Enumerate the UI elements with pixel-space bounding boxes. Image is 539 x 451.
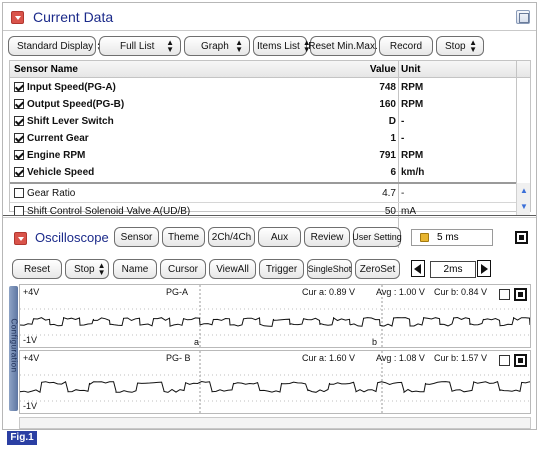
table-row[interactable]: Vehicle Speed 6 km/h	[10, 164, 516, 181]
theme-button[interactable]: Theme	[162, 227, 205, 247]
zeroset-button[interactable]: ZeroSet	[355, 259, 400, 279]
plot-scrollbar[interactable]	[19, 417, 531, 429]
stop-select[interactable]: Stop ▲ ▼	[65, 259, 109, 279]
current-data-window: Current Data Standard Display ▲▼ Full Li…	[2, 2, 537, 430]
collapse-icon[interactable]	[14, 232, 27, 245]
maximize-icon[interactable]	[516, 10, 530, 24]
timebase-increase-icon[interactable]	[477, 260, 491, 277]
channel-2-plot[interactable]: +4V -1V PG- B Cur a: 1.60 V Avg : 1.08 V…	[19, 350, 531, 414]
review-button[interactable]: Review	[304, 227, 350, 247]
channel-1-checkbox[interactable]	[499, 289, 510, 300]
table-row[interactable]: Gear Ratio 4.7 -	[10, 185, 516, 202]
oscilloscope-title: Oscilloscope	[35, 230, 109, 245]
channel-2-toggle-icon[interactable]	[514, 354, 527, 367]
channel-mode-button[interactable]: 2Ch/4Ch	[208, 227, 255, 247]
table-row[interactable]: Shift Lever Switch D -	[10, 113, 516, 130]
updown-icon: ▲▼	[166, 38, 174, 54]
figure-label: Fig.1	[7, 431, 37, 445]
timebase-value: 2ms	[430, 261, 476, 278]
row-checkbox[interactable]	[14, 116, 24, 126]
lock-icon	[420, 233, 429, 242]
page-title: Current Data	[33, 9, 114, 25]
singleshot-button[interactable]: SingleShot	[307, 259, 352, 279]
table-divider[interactable]	[10, 182, 516, 184]
reset-button[interactable]: Reset	[12, 259, 62, 279]
reset-minmax-button[interactable]: Reset Min.Max.	[308, 36, 378, 56]
items-list-select[interactable]: Items List ▲ ▼	[253, 36, 311, 56]
channel-label: PG- B	[166, 353, 191, 363]
full-list-select[interactable]: Full List ▲ ▼	[99, 36, 181, 56]
viewall-button[interactable]: ViewAll	[209, 259, 256, 279]
updown-icon: ▲▼	[97, 261, 106, 277]
stop-select[interactable]: Stop ▲ ▼	[436, 36, 484, 56]
row-checkbox[interactable]	[14, 82, 24, 92]
sensor-button[interactable]: Sensor	[114, 227, 159, 247]
graph-select[interactable]: Graph ▲ ▼	[184, 36, 250, 56]
row-checkbox[interactable]	[14, 150, 24, 160]
configuration-tab[interactable]: Configuration	[9, 286, 19, 411]
row-checkbox[interactable]	[14, 133, 24, 143]
table-row[interactable]: Current Gear 1 -	[10, 130, 516, 147]
row-checkbox[interactable]	[14, 167, 24, 177]
header-bar: Current Data	[3, 3, 536, 31]
cursor-button[interactable]: Cursor	[160, 259, 206, 279]
user-setting-button[interactable]: User Setting	[352, 227, 402, 247]
channel-label: PG-A	[166, 287, 189, 297]
channel-1-toggle-icon[interactable]	[514, 288, 527, 301]
sensor-table: Sensor Name Value Unit Input Speed(PG-A)…	[9, 60, 531, 248]
scroll-up-icon[interactable]: ▲	[520, 186, 528, 195]
time-display: 5 ms	[411, 229, 493, 246]
column-header-value: Value	[369, 64, 396, 75]
channel-2-waveform	[20, 351, 530, 413]
updown-icon: ▲▼	[469, 38, 477, 54]
table-row[interactable]: Input Speed(PG-A) 748 RPM	[10, 79, 516, 96]
aux-button[interactable]: Aux	[258, 227, 301, 247]
column-header-name: Sensor Name	[14, 64, 78, 75]
channel-1-plot[interactable]: +4V -1V PG-A Cur a: 0.89 V Avg : 1.00 V …	[19, 284, 531, 348]
column-header-unit: Unit	[401, 64, 421, 75]
collapse-icon[interactable]	[11, 11, 24, 24]
section-separator	[3, 215, 536, 218]
standard-display-select[interactable]: Standard Display ▲▼	[8, 36, 104, 56]
cursor-a-label: a	[194, 337, 200, 347]
panel-toggle-icon[interactable]	[515, 231, 528, 244]
channel-2-checkbox[interactable]	[499, 355, 510, 366]
name-button[interactable]: Name	[113, 259, 157, 279]
updown-icon: ▲▼	[302, 38, 311, 54]
table-header: Sensor Name Value Unit	[10, 61, 530, 78]
row-checkbox[interactable]	[14, 188, 24, 198]
timebase-decrease-icon[interactable]	[411, 260, 425, 277]
trigger-button[interactable]: Trigger	[259, 259, 304, 279]
channel-1-waveform	[20, 285, 530, 347]
row-checkbox[interactable]	[14, 99, 24, 109]
cursor-b-label: b	[372, 337, 378, 347]
scroll-down-icon[interactable]: ▼	[520, 202, 528, 211]
table-scrollbar[interactable]: ▲ ▼	[516, 183, 530, 215]
record-button[interactable]: Record	[379, 36, 433, 56]
table-row[interactable]: Engine RPM 791 RPM	[10, 147, 516, 164]
updown-icon: ▲▼	[235, 38, 243, 54]
table-row[interactable]: Output Speed(PG-B) 160 RPM	[10, 96, 516, 113]
